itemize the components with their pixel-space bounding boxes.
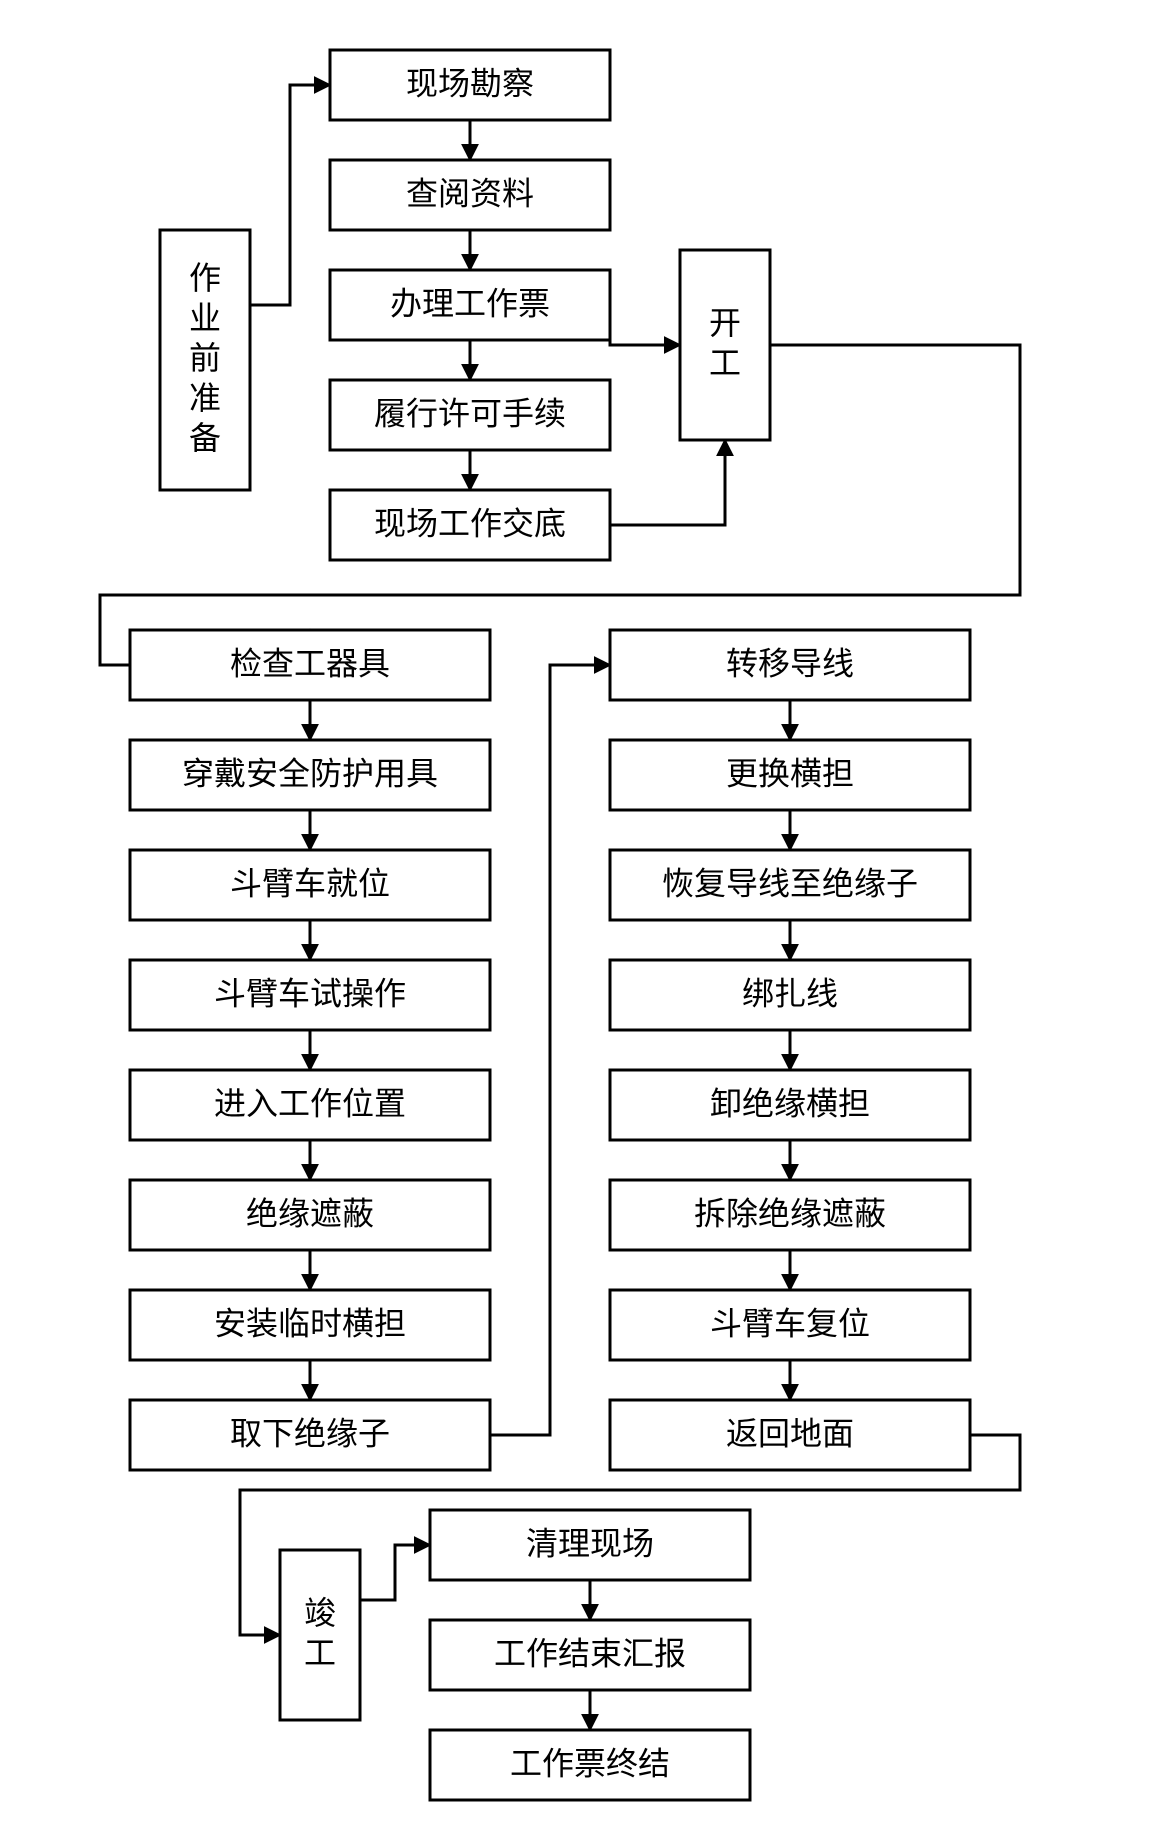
flow-edge xyxy=(610,440,725,525)
flow-node-l2: 穿戴安全防护用具 xyxy=(130,740,490,810)
flow-node-l6: 绝缘遮蔽 xyxy=(130,1180,490,1250)
flow-node-r8: 返回地面 xyxy=(610,1400,970,1470)
flow-node-l8: 取下绝缘子 xyxy=(130,1400,490,1470)
flow-node-f1: 清理现场 xyxy=(430,1510,750,1580)
node-label: 履行许可手续 xyxy=(374,395,566,431)
flowchart-canvas: 作业前准备开工竣工现场勘察查阅资料办理工作票履行许可手续现场工作交底检查工器具穿… xyxy=(0,0,1152,1839)
flow-node-f2: 工作结束汇报 xyxy=(430,1620,750,1690)
flow-edge xyxy=(490,665,610,1435)
node-label: 竣 xyxy=(304,1595,336,1631)
flow-node-start: 开工 xyxy=(680,250,770,440)
flow-node-r5: 卸绝缘横担 xyxy=(610,1070,970,1140)
node-label: 作 xyxy=(189,260,221,296)
node-label: 工 xyxy=(304,1635,336,1671)
node-label: 取下绝缘子 xyxy=(230,1415,390,1451)
flow-node-r1: 转移导线 xyxy=(610,630,970,700)
flow-edge xyxy=(360,1545,430,1635)
node-label: 穿戴安全防护用具 xyxy=(182,755,438,791)
node-label: 工作结束汇报 xyxy=(494,1635,686,1671)
flow-node-done: 竣工 xyxy=(280,1550,360,1720)
node-label: 斗臂车复位 xyxy=(710,1305,870,1341)
node-label: 清理现场 xyxy=(526,1525,654,1561)
node-label: 现场勘察 xyxy=(406,65,534,101)
flow-node-l4: 斗臂车试操作 xyxy=(130,960,490,1030)
flow-node-l3: 斗臂车就位 xyxy=(130,850,490,920)
node-label: 转移导线 xyxy=(726,645,854,681)
node-label: 卸绝缘横担 xyxy=(710,1085,870,1121)
flow-node-l1: 检查工器具 xyxy=(130,630,490,700)
node-label: 进入工作位置 xyxy=(214,1085,406,1121)
node-label: 返回地面 xyxy=(726,1415,854,1451)
node-label: 前 xyxy=(189,340,221,376)
node-label: 更换横担 xyxy=(726,755,854,791)
node-label: 备 xyxy=(189,420,221,456)
flow-node-r3: 恢复导线至绝缘子 xyxy=(610,850,970,920)
flow-node-prep: 作业前准备 xyxy=(160,230,250,490)
flow-edge xyxy=(250,85,330,305)
node-label: 业 xyxy=(189,300,221,336)
flow-node-r6: 拆除绝缘遮蔽 xyxy=(610,1180,970,1250)
node-label: 斗臂车就位 xyxy=(230,865,390,901)
flow-node-s1: 现场勘察 xyxy=(330,50,610,120)
flow-node-r2: 更换横担 xyxy=(610,740,970,810)
flow-node-l7: 安装临时横担 xyxy=(130,1290,490,1360)
node-label: 斗臂车试操作 xyxy=(214,975,406,1011)
node-label: 恢复导线至绝缘子 xyxy=(662,865,918,901)
flow-node-s3: 办理工作票 xyxy=(330,270,610,340)
flow-node-s4: 履行许可手续 xyxy=(330,380,610,450)
node-label: 检查工器具 xyxy=(230,645,390,681)
flow-node-f3: 工作票终结 xyxy=(430,1730,750,1800)
node-label: 准 xyxy=(189,380,221,416)
node-label: 拆除绝缘遮蔽 xyxy=(694,1195,886,1231)
node-label: 查阅资料 xyxy=(406,175,534,211)
node-label: 工 xyxy=(709,345,741,381)
flow-node-r7: 斗臂车复位 xyxy=(610,1290,970,1360)
node-label: 现场工作交底 xyxy=(374,505,566,541)
node-label: 办理工作票 xyxy=(390,285,550,321)
node-label: 工作票终结 xyxy=(510,1745,670,1781)
flow-node-r4: 绑扎线 xyxy=(610,960,970,1030)
node-label: 安装临时横担 xyxy=(214,1305,406,1341)
flow-node-l5: 进入工作位置 xyxy=(130,1070,490,1140)
node-label: 绝缘遮蔽 xyxy=(246,1195,374,1231)
node-label: 开 xyxy=(709,305,741,341)
node-label: 绑扎线 xyxy=(742,975,838,1011)
flow-node-s2: 查阅资料 xyxy=(330,160,610,230)
flow-edge xyxy=(610,305,680,345)
flow-node-s5: 现场工作交底 xyxy=(330,490,610,560)
